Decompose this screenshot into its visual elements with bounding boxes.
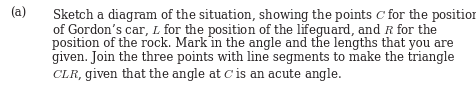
Text: Sketch a diagram of the situation, showing the points $C$ for the position: Sketch a diagram of the situation, showi… — [52, 7, 476, 24]
Text: $CLR$, given that the angle at $C$ is an acute angle.: $CLR$, given that the angle at $C$ is an… — [52, 66, 341, 83]
Text: of Gordon’s car, $L$ for the position of the lifeguard, and $R$ for the: of Gordon’s car, $L$ for the position of… — [52, 22, 437, 39]
Text: (a): (a) — [10, 7, 26, 20]
Text: position of the rock. Mark in the angle and the lengths that you are: position of the rock. Mark in the angle … — [52, 37, 453, 50]
Text: given. Join the three points with line segments to make the triangle: given. Join the three points with line s… — [52, 51, 454, 64]
